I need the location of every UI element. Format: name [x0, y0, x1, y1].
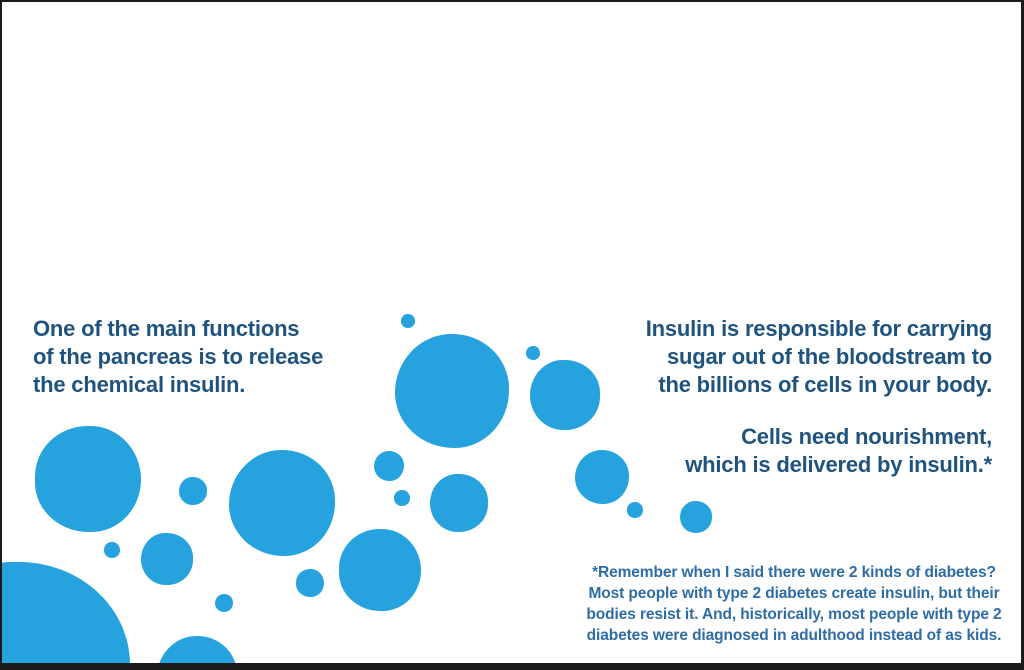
insulin-dot: [575, 450, 629, 504]
insulin-dot: [179, 477, 207, 505]
insulin-dot: [35, 426, 141, 532]
insulin-dot: [395, 334, 509, 448]
insulin-dot: [401, 314, 415, 328]
insulin-dot: [526, 346, 540, 360]
insulin-dot: [296, 569, 324, 597]
insulin-dot: [141, 533, 193, 585]
insulin-dot: [229, 450, 335, 556]
insulin-dot: [2, 562, 130, 663]
footnote-text: *Remember when I said there were 2 kinds…: [586, 564, 1002, 644]
pancreas-function-text: One of the main functions of the pancrea…: [33, 316, 324, 397]
insulin-dot: [374, 451, 404, 481]
cells-nourishment-text: Cells need nourishment, which is deliver…: [685, 424, 992, 477]
insulin-dot: [680, 501, 712, 533]
insulin-dot: [530, 360, 600, 430]
insulin-dot: [104, 542, 120, 558]
insulin-dot: [157, 636, 237, 663]
insulin-role-text: Insulin is responsible for carrying suga…: [645, 316, 993, 397]
insulin-dot: [627, 502, 643, 518]
insulin-dot: [215, 594, 233, 612]
insulin-dot: [394, 490, 410, 506]
insulin-dot: [430, 474, 488, 532]
insulin-dot: [339, 529, 421, 611]
